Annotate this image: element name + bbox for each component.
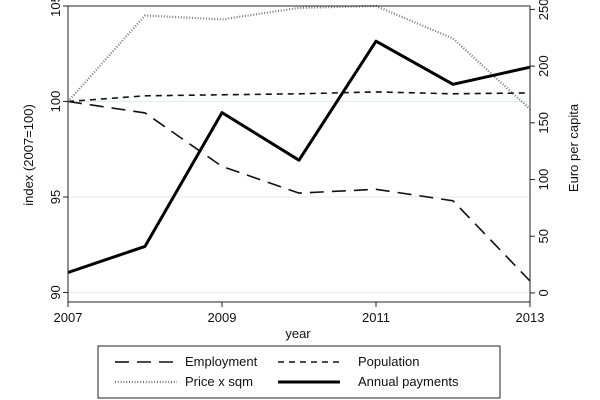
right-tick-label: 250 (536, 0, 551, 20)
x-tick-label: 2013 (516, 310, 545, 325)
right-tick-label: 150 (536, 112, 551, 134)
right-tick-label: 100 (536, 169, 551, 191)
x-tick-label: 2009 (208, 310, 237, 325)
x-tick-label: 2011 (362, 310, 390, 325)
series-line-employment (67, 100, 531, 282)
right-tick-label: 0 (536, 289, 551, 296)
left-tick-label: 100 (48, 91, 63, 113)
left-tick-label: 95 (48, 190, 63, 204)
left-axis-title: index (2007=100) (21, 104, 36, 206)
legend-box (97, 345, 501, 399)
legend-label: Annual payments (358, 374, 459, 389)
legend-label: Price x sqm (185, 374, 253, 389)
right-tick-label: 50 (536, 229, 551, 243)
x-axis-title: year (285, 326, 311, 341)
legend-label: Population (358, 354, 419, 369)
plot-frame (67, 5, 531, 303)
legend: Employment Population Price x sqm Annual pa… (97, 345, 501, 399)
series-layer (67, 4, 531, 282)
left-tick-label: 90 (48, 285, 63, 299)
right-tick-label: 200 (536, 55, 551, 77)
legend-label: Employment (185, 354, 258, 369)
series-line-price-x-sqm (67, 4, 531, 110)
right-axis-title: Euro per capita (566, 103, 581, 192)
axes-layer: 90 95 100 105 0 50 100 150 200 250 2007 2009 2011 201… (48, 0, 551, 325)
series-line-population (67, 91, 531, 103)
series-line-annual-payments (67, 39, 531, 274)
left-tick-label: 105 (48, 0, 63, 17)
x-tick-label: 2007 (54, 310, 83, 325)
